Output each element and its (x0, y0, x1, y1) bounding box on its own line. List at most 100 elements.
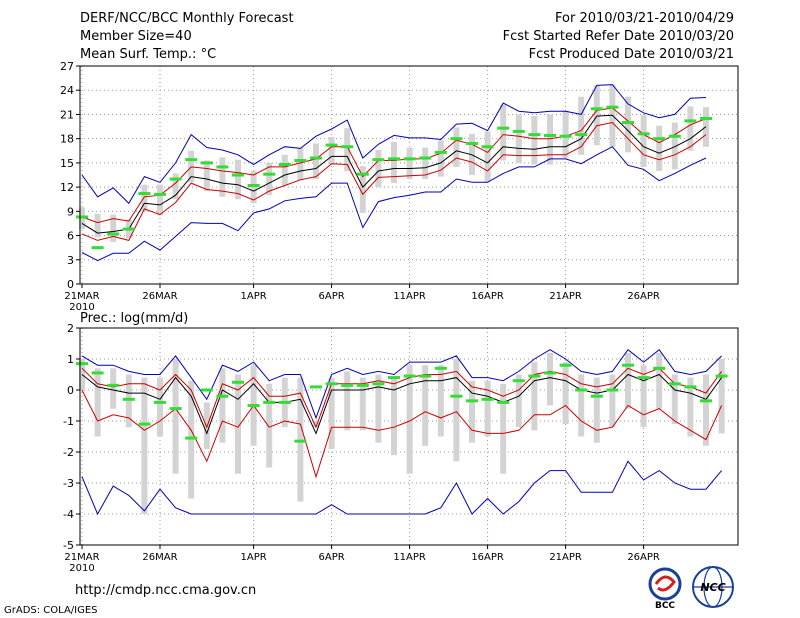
prec-spread-box (547, 352, 553, 406)
bcc-logo-ring-icon (648, 567, 682, 601)
temp-observed-marker (91, 246, 104, 250)
prec-xtick-label: 26MAR (142, 552, 177, 563)
variable-label-precipitation: Prec.: log(mm/d) (80, 311, 188, 326)
temp-ytick-label: 24 (60, 84, 74, 97)
prec-observed-marker (91, 371, 104, 375)
temp-ytick-label: 3 (67, 254, 74, 267)
temp-observed-marker (684, 119, 697, 123)
forecast-produced-label: Fcst Produced Date 2010/03/21 (528, 47, 734, 62)
temp-observed-marker (606, 105, 619, 109)
temp-spread-box (640, 115, 647, 167)
prec-observed-marker (512, 379, 525, 383)
prec-observed-marker (372, 382, 385, 386)
temp-observed-marker (310, 156, 322, 160)
temp-observed-marker (107, 232, 120, 236)
temp-observed-marker (419, 156, 432, 160)
prec-spread-box (297, 377, 304, 502)
prec-spread-box (406, 365, 413, 474)
prec-line-ensemble-max (81, 348, 722, 420)
temp-observed-marker (434, 150, 447, 154)
temp-observed-marker (622, 121, 634, 125)
prec-xtick-label: 16APR (471, 552, 504, 563)
temp-observed-marker (497, 126, 510, 130)
temp-spread-box (94, 213, 101, 238)
prec-observed-marker (653, 366, 666, 370)
prec-observed-marker (419, 374, 432, 378)
prec-ytick-label: -5 (63, 539, 74, 552)
prec-observed-marker (138, 422, 151, 426)
temp-observed-marker (450, 137, 463, 141)
prec-observed-marker (622, 363, 634, 367)
temp-frame (79, 65, 739, 285)
prec-spread-box (422, 365, 429, 446)
bcc-logo: BCC (648, 567, 682, 610)
prec-spread-box (328, 377, 335, 449)
prec-observed-marker (341, 383, 354, 387)
prec-observed-marker (185, 436, 198, 440)
prec-spread-box (469, 380, 475, 443)
temp-spread-box (391, 141, 397, 184)
prec-observed-marker (684, 385, 697, 389)
temp-spread-box (157, 184, 163, 216)
temp-observed-marker (341, 145, 354, 149)
footer-url[interactable]: http://cmdp.ncc.cma.gov.cn (75, 583, 257, 598)
prec-observed-marker (450, 394, 463, 398)
prec-observed-marker (590, 394, 603, 398)
prec-ytick-label: -4 (63, 508, 74, 521)
prec-spread-box (203, 402, 210, 449)
temp-observed-marker (637, 132, 650, 136)
temp-observed-marker (575, 133, 588, 137)
prec-spread-box (500, 383, 507, 474)
prec-ytick-label: -1 (63, 415, 74, 428)
prec-spread-box (188, 380, 195, 499)
prec-xtick-label: 21MAR (64, 552, 99, 563)
temp-line-mean-1-std (81, 121, 707, 241)
prec-spread-box (718, 359, 725, 434)
prec-spread-box (125, 374, 132, 428)
temp-spread-box (578, 96, 585, 155)
temp-observed-marker (668, 134, 681, 138)
prec-spread-box (266, 383, 273, 468)
temp-spread-box (359, 166, 366, 213)
prec-spread-box (437, 365, 444, 437)
temp-observed-marker (481, 145, 494, 149)
prec-spread-box (703, 374, 709, 446)
prec-spread-box (640, 365, 647, 428)
member-size-label: Member Size=40 (80, 29, 192, 44)
prec-spread-box (157, 377, 163, 437)
prec-observed-marker (715, 374, 728, 378)
prec-observed-marker (76, 362, 88, 366)
prec-panel: -5 -4 -3 -2 -1 0 1 2 21MAR 26MAR 1APR 6APR 11APR 16AP… (63, 311, 739, 574)
temp-xtick-label: 16APR (471, 291, 504, 302)
temp-observed-marker (294, 158, 307, 162)
prec-observed-marker (122, 397, 135, 401)
temp-observed-marker (388, 157, 400, 161)
temp-panel: 0 3 6 9 12 15 18 21 24 27 21MAR 26MAR 1APR 6APR 11APR 1… (60, 60, 739, 313)
prec-spread-box (172, 359, 179, 474)
temp-spread-box (219, 157, 226, 197)
temp-observed-marker (247, 183, 260, 187)
prec-observed-marker (107, 383, 120, 387)
prec-observed-marker (247, 404, 260, 407)
temp-xtick-label: 26MAR (142, 291, 177, 302)
prec-observed-marker (481, 397, 494, 401)
temp-spread-box (344, 128, 351, 171)
prec-spread-box (671, 374, 678, 425)
temp-observed-marker (325, 143, 338, 147)
prec-spread-box (593, 377, 600, 443)
prec-observed-marker (200, 388, 213, 392)
prec-spread-box (359, 377, 366, 431)
temp-spread-box (453, 127, 460, 167)
temp-observed-marker (200, 161, 213, 165)
temp-line-ensemble-mean (81, 114, 707, 234)
prec-line-mean-1-std (81, 389, 723, 479)
temp-observed-marker (216, 165, 229, 169)
temp-spread-box (203, 160, 210, 192)
prec-spread-box (531, 362, 538, 431)
prec-observed-marker (388, 376, 400, 380)
prec-spread-box (687, 377, 694, 437)
temp-spread-box (406, 147, 413, 180)
prec-observed-marker (169, 407, 182, 411)
prec-observed-marker (544, 371, 556, 375)
